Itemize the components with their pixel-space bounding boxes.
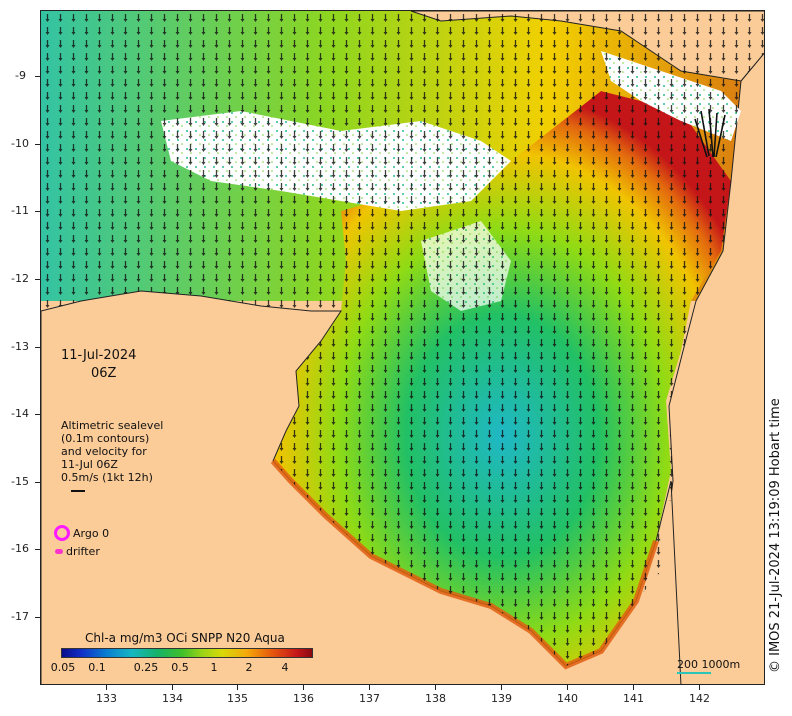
x-tick-label: 142 bbox=[689, 692, 710, 705]
x-tick-label: 139 bbox=[491, 692, 512, 705]
colorbar-tick-label: 0.1 bbox=[88, 661, 106, 674]
velocity-legend-line: 11-Jul 06Z bbox=[61, 458, 118, 471]
x-tick bbox=[435, 685, 436, 690]
x-tick-label: 140 bbox=[557, 692, 578, 705]
colorbar-legend: Chl-a mg/m3 OCi SNPP N20 Aqua 0.05 0.1 0… bbox=[51, 631, 313, 681]
x-tick-label: 136 bbox=[293, 692, 314, 705]
y-tick-label: -17 bbox=[11, 610, 29, 623]
colorbar-title: Chl-a mg/m3 OCi SNPP N20 Aqua bbox=[85, 631, 285, 645]
velocity-legend-line: (0.1m contours) bbox=[61, 432, 150, 445]
colorbar-tick-label: 0.05 bbox=[50, 661, 76, 674]
y-tick bbox=[35, 482, 40, 483]
strong-current-arrows bbox=[694, 108, 726, 158]
colorbar-tick-label: 1 bbox=[210, 661, 218, 674]
colorbar-tick-label: 2 bbox=[245, 661, 253, 674]
colorbar-tick-label: 0.5 bbox=[171, 661, 189, 674]
y-tick-label: -9 bbox=[15, 69, 26, 82]
y-tick bbox=[35, 279, 40, 280]
velocity-scale-arrow bbox=[71, 490, 85, 492]
x-tick bbox=[567, 685, 568, 690]
x-tick-label: 133 bbox=[96, 692, 117, 705]
y-tick-label: -11 bbox=[11, 204, 29, 217]
y-tick bbox=[35, 211, 40, 212]
argo-marker-icon bbox=[54, 525, 70, 541]
x-tick bbox=[699, 685, 700, 690]
y-tick bbox=[35, 144, 40, 145]
x-tick bbox=[369, 685, 370, 690]
drifter-marker-icon bbox=[55, 549, 63, 554]
y-tick bbox=[35, 549, 40, 550]
y-tick-label: -16 bbox=[11, 542, 29, 555]
x-tick bbox=[237, 685, 238, 690]
velocity-arrows bbox=[41, 11, 764, 666]
colorbar-tick-label: 0.25 bbox=[133, 661, 159, 674]
x-tick-label: 135 bbox=[227, 692, 248, 705]
y-tick bbox=[35, 414, 40, 415]
x-tick-label: 141 bbox=[623, 692, 644, 705]
colorbar bbox=[61, 648, 313, 658]
x-tick bbox=[106, 685, 107, 690]
x-tick bbox=[633, 685, 634, 690]
argo-label: Argo 0 bbox=[73, 527, 110, 540]
x-tick-label: 138 bbox=[425, 692, 446, 705]
y-tick-label: -10 bbox=[11, 137, 29, 150]
depth-scale-label: 200 1000m bbox=[677, 658, 741, 671]
x-tick bbox=[172, 685, 173, 690]
chlorophyll-map bbox=[41, 11, 764, 684]
y-tick bbox=[35, 76, 40, 77]
map-panel: 11-Jul-2024 06Z Altimetric sealevel (0.1… bbox=[40, 10, 765, 685]
y-tick bbox=[35, 617, 40, 618]
colorbar-tick-label: 4 bbox=[281, 661, 289, 674]
date-label: 11-Jul-2024 bbox=[61, 348, 137, 363]
drifter-label: drifter bbox=[66, 545, 100, 558]
x-tick-label: 137 bbox=[359, 692, 380, 705]
y-tick-label: -13 bbox=[11, 340, 29, 353]
velocity-legend-line: and velocity for bbox=[61, 445, 147, 458]
velocity-legend-line: 0.5m/s (1kt 12h) bbox=[61, 471, 153, 484]
depth-scale-bar bbox=[677, 672, 711, 674]
x-tick-label: 134 bbox=[162, 692, 183, 705]
y-tick-label: -15 bbox=[11, 475, 29, 488]
x-tick bbox=[303, 685, 304, 690]
y-tick-label: -12 bbox=[11, 272, 29, 285]
x-tick bbox=[501, 685, 502, 690]
velocity-legend: Altimetric sealevel (0.1m contours) and … bbox=[61, 419, 163, 484]
time-label: 06Z bbox=[91, 366, 117, 381]
y-tick-label: -14 bbox=[11, 407, 29, 420]
y-tick bbox=[35, 347, 40, 348]
velocity-legend-line: Altimetric sealevel bbox=[61, 419, 164, 432]
credit-label: © IMOS 21-Jul-2024 13:19:09 Hobart time bbox=[768, 398, 783, 673]
